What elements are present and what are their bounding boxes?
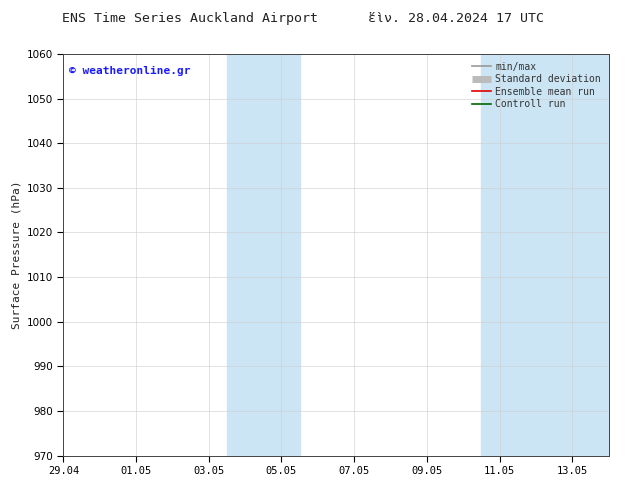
Bar bbox=[481, 54, 609, 456]
Legend: min/max, Standard deviation, Ensemble mean run, Controll run: min/max, Standard deviation, Ensemble me… bbox=[469, 59, 604, 112]
Text: ENS Time Series Auckland Airport: ENS Time Series Auckland Airport bbox=[62, 12, 318, 25]
Y-axis label: Surface Pressure (hPa): Surface Pressure (hPa) bbox=[11, 180, 21, 329]
Text: © weatheronline.gr: © weatheronline.gr bbox=[69, 66, 190, 76]
Text: ἕὶν. 28.04.2024 17 UTC: ἕὶν. 28.04.2024 17 UTC bbox=[368, 12, 545, 25]
Bar bbox=[227, 54, 300, 456]
